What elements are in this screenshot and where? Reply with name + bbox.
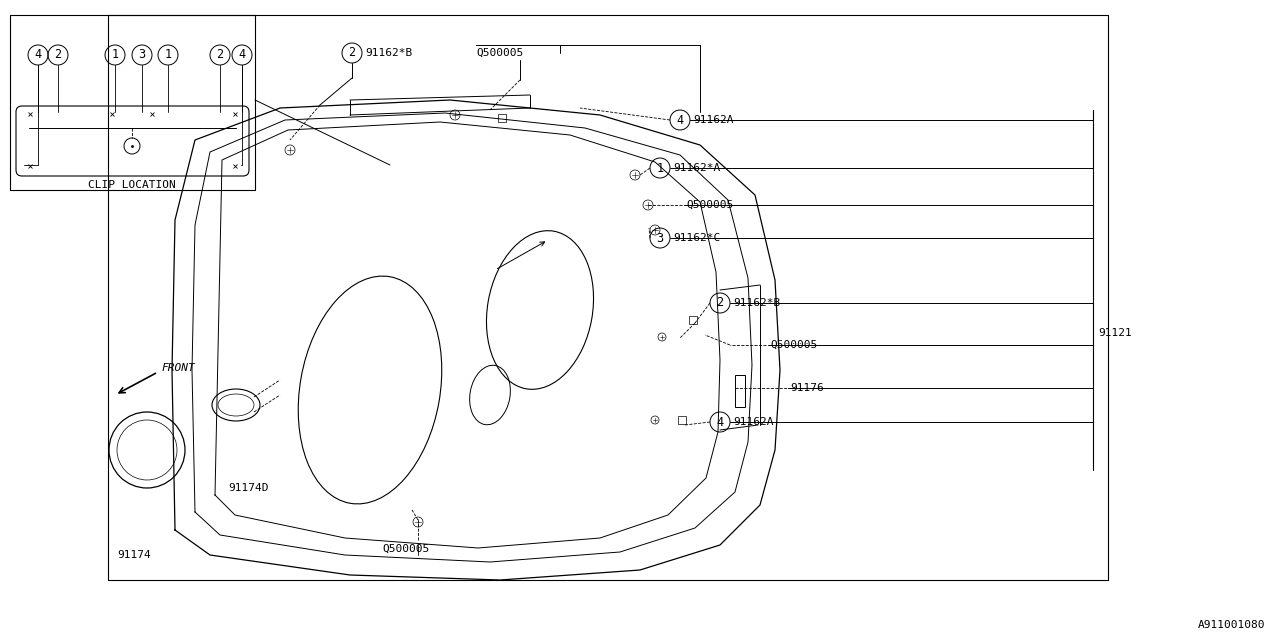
Text: Q500005: Q500005 [686, 200, 733, 210]
Text: 91174: 91174 [116, 550, 151, 560]
Text: 91176: 91176 [790, 383, 824, 393]
Bar [735, 375, 745, 407]
Text: CLIP LOCATION: CLIP LOCATION [88, 180, 175, 190]
Text: Q500005: Q500005 [476, 48, 524, 58]
Bar [498, 114, 506, 122]
Text: 3: 3 [138, 49, 146, 61]
Text: 1: 1 [164, 49, 172, 61]
Text: 4: 4 [717, 415, 723, 429]
Text: Q500005: Q500005 [381, 544, 429, 554]
Text: 2: 2 [717, 296, 723, 310]
Text: 4: 4 [35, 49, 41, 61]
Text: 1: 1 [657, 161, 663, 175]
Text: 91162A: 91162A [733, 417, 773, 427]
Text: 4: 4 [238, 49, 246, 61]
Text: 1: 1 [111, 49, 119, 61]
Text: 91174D: 91174D [228, 483, 269, 493]
Text: 91162*B: 91162*B [365, 48, 412, 58]
Text: Q500005: Q500005 [771, 340, 817, 350]
Text: 91121: 91121 [1098, 328, 1132, 338]
Text: 91162A: 91162A [692, 115, 733, 125]
Text: 4: 4 [676, 113, 684, 127]
Text: 91162*C: 91162*C [673, 233, 721, 243]
Text: 2: 2 [55, 49, 61, 61]
Text: 2: 2 [216, 49, 224, 61]
Text: FRONT: FRONT [161, 363, 195, 373]
Text: 91162*B: 91162*B [733, 298, 781, 308]
Bar [678, 416, 686, 424]
Text: 91162*A: 91162*A [673, 163, 721, 173]
Text: 3: 3 [657, 232, 663, 244]
Text: A911001080: A911001080 [1198, 620, 1265, 630]
Bar [689, 316, 698, 324]
Text: 2: 2 [348, 47, 356, 60]
